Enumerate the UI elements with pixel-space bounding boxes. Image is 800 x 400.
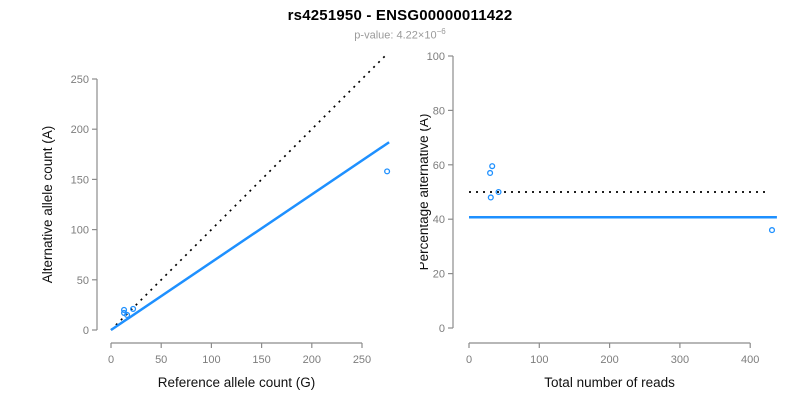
x-tick-label: 200 [600, 354, 618, 366]
right-plot: 0 20 40 60 80 100 0 100 200 300 400 Total number of… [420, 51, 777, 390]
y-tick-label: 0 [439, 323, 445, 335]
y-tick-label: 100 [427, 51, 445, 63]
x-tick-label: 100 [202, 354, 220, 366]
x-tick-label: 50 [155, 354, 167, 366]
data-point [768, 227, 776, 234]
x-tick-label: 250 [353, 354, 371, 366]
y-tick-label: 100 [71, 225, 89, 237]
chart-subtitle: p-value: 4.22×10−6 [0, 27, 800, 42]
chart-title: rs4251950 - ENSG00000011422 [287, 7, 513, 24]
x-tick-label: 150 [252, 354, 270, 366]
data-point [487, 194, 494, 201]
x-tick-label: 0 [108, 354, 114, 366]
y-axis-label: Alternative allele count (A) [40, 126, 55, 284]
y-tick-label: 0 [83, 325, 89, 337]
y-axis-label: Percentage alternative (A) [420, 114, 431, 271]
data-point [384, 168, 391, 175]
x-tick-label: 200 [303, 354, 321, 366]
data-point [121, 306, 128, 313]
fit-line [110, 141, 390, 332]
p-value-exponent: −6 [436, 27, 446, 36]
p-value-text: p-value: 4.22×10 [354, 29, 437, 42]
y-tick-label: 150 [71, 174, 89, 186]
data-point [124, 311, 131, 318]
figure-header: rs4251950 - ENSG00000011422 p-value: 4.2… [0, 0, 800, 42]
left-plot: 0 50 100 150 200 250 0 50 100 150 200 250 Reference … [40, 55, 391, 390]
identity-line [110, 55, 386, 331]
x-tick-label: 400 [741, 354, 759, 366]
y-tick-label: 200 [71, 124, 89, 136]
y-tick-label: 40 [433, 214, 445, 226]
y-tick-label: 250 [71, 74, 89, 86]
data-point [489, 163, 496, 170]
y-tick-label: 80 [433, 105, 445, 117]
y-tick-label: 20 [433, 269, 445, 281]
y-tick-label: 50 [77, 275, 89, 287]
x-axis-label: Total number of reads [544, 375, 675, 390]
data-point [130, 305, 137, 312]
y-tick-label: 60 [433, 160, 445, 172]
x-tick-label: 300 [671, 354, 689, 366]
x-tick-label: 100 [530, 354, 548, 366]
data-point [487, 169, 494, 177]
data-point [495, 188, 502, 196]
x-tick-label: 0 [466, 354, 472, 366]
x-axis-label: Reference allele count (G) [158, 375, 316, 390]
